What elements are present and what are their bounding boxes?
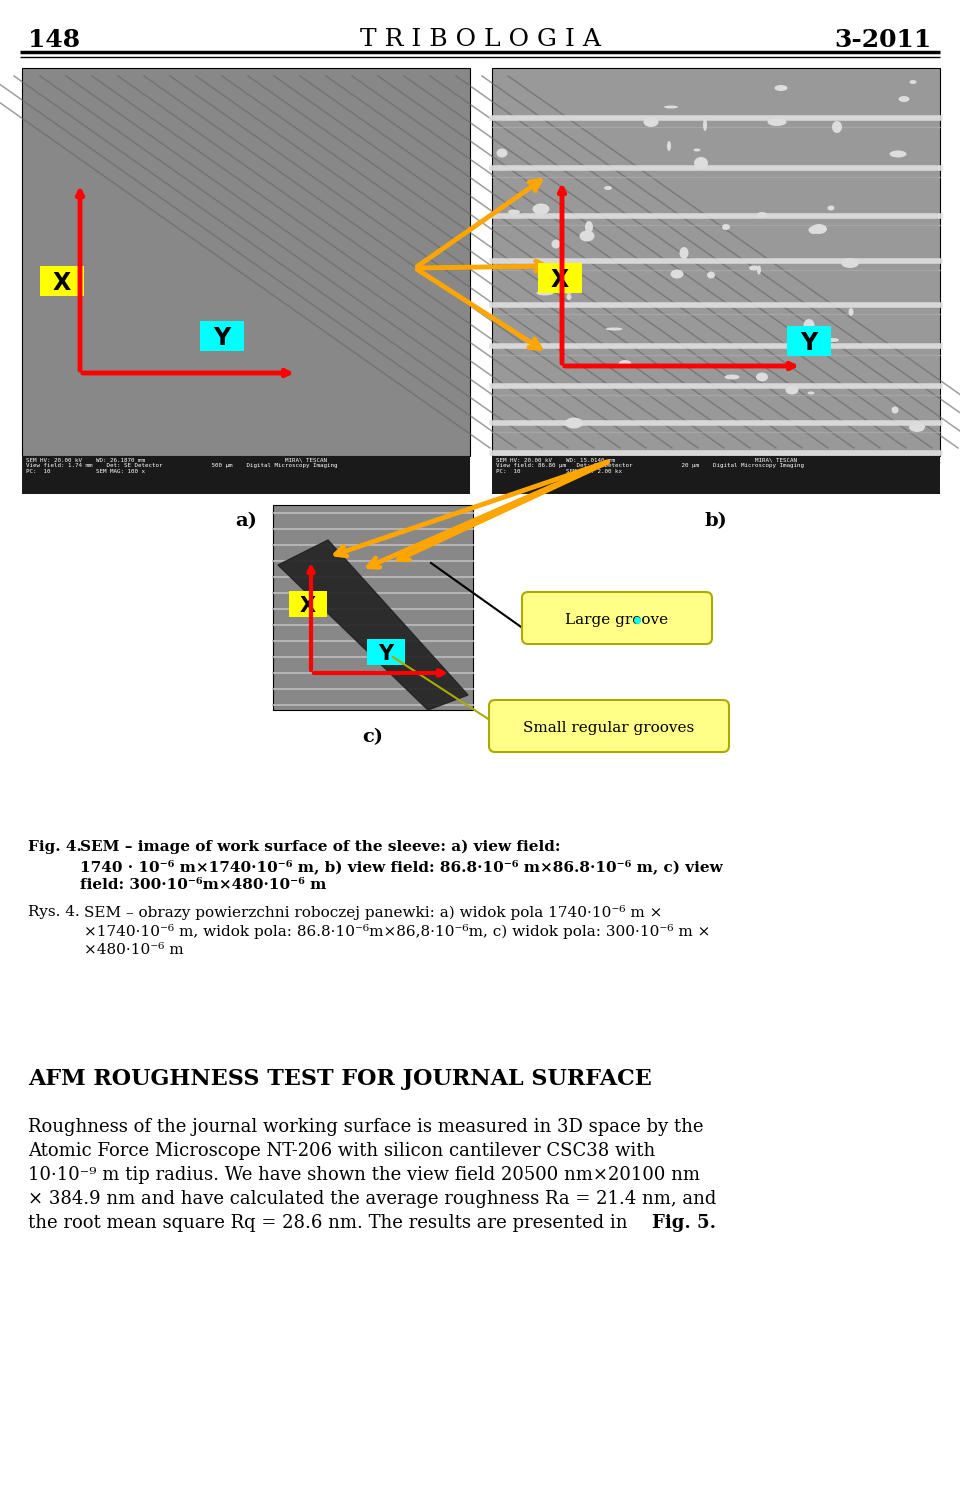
Text: Rys. 4.: Rys. 4. bbox=[28, 905, 80, 920]
Ellipse shape bbox=[508, 209, 520, 215]
FancyBboxPatch shape bbox=[367, 639, 405, 664]
Text: field: 300·10⁻⁶m×480·10⁻⁶ m: field: 300·10⁻⁶m×480·10⁻⁶ m bbox=[80, 878, 326, 891]
Text: SEM HV: 20.00 kV    WD: 15.0140 mm                                        MIRA\ : SEM HV: 20.00 kV WD: 15.0140 mm MIRA\ bbox=[496, 457, 804, 473]
Bar bbox=[22, 69, 470, 455]
Ellipse shape bbox=[496, 148, 508, 157]
Ellipse shape bbox=[725, 375, 739, 379]
Text: Atomic Force Microscope NT-206 with silicon cantilever CSC38 with: Atomic Force Microscope NT-206 with sili… bbox=[28, 1142, 656, 1160]
Text: Small regular grooves: Small regular grooves bbox=[523, 721, 695, 735]
Text: 10·10⁻⁹ m tip radius. We have shown the view field 20500 nm×20100 nm: 10·10⁻⁹ m tip radius. We have shown the … bbox=[28, 1166, 700, 1184]
Bar bbox=[273, 505, 473, 711]
Ellipse shape bbox=[680, 246, 688, 258]
Ellipse shape bbox=[551, 239, 561, 248]
Ellipse shape bbox=[533, 203, 549, 215]
Text: Y: Y bbox=[801, 331, 818, 355]
Ellipse shape bbox=[667, 140, 671, 151]
Ellipse shape bbox=[606, 327, 622, 330]
Ellipse shape bbox=[909, 423, 925, 431]
Text: 3-2011: 3-2011 bbox=[835, 28, 932, 52]
Ellipse shape bbox=[756, 212, 767, 218]
Ellipse shape bbox=[693, 148, 701, 151]
Text: 148: 148 bbox=[28, 28, 80, 52]
Text: Roughness of the journal working surface is measured in 3D space by the: Roughness of the journal working surface… bbox=[28, 1118, 704, 1136]
Ellipse shape bbox=[785, 385, 799, 394]
Ellipse shape bbox=[841, 258, 859, 269]
Ellipse shape bbox=[643, 116, 659, 127]
Ellipse shape bbox=[664, 106, 678, 109]
Ellipse shape bbox=[757, 266, 761, 275]
Ellipse shape bbox=[804, 320, 814, 331]
Text: × 384.9 nm and have calculated the average roughness Ra = 21.4 nm, and: × 384.9 nm and have calculated the avera… bbox=[28, 1190, 716, 1208]
Ellipse shape bbox=[828, 206, 834, 211]
FancyBboxPatch shape bbox=[522, 593, 712, 643]
Text: SEM – obrazy powierzchni roboczej panewki: a) widok pola 1740·10⁻⁶ m ×: SEM – obrazy powierzchni roboczej panewk… bbox=[84, 905, 662, 920]
Ellipse shape bbox=[749, 266, 759, 270]
Text: Y: Y bbox=[378, 643, 394, 664]
Text: AFM ROUGHNESS TEST FOR JOURNAL SURFACE: AFM ROUGHNESS TEST FOR JOURNAL SURFACE bbox=[28, 1067, 652, 1090]
Ellipse shape bbox=[703, 119, 707, 131]
Text: Large groove: Large groove bbox=[565, 614, 668, 627]
Ellipse shape bbox=[807, 391, 814, 394]
Text: b): b) bbox=[705, 512, 728, 530]
Ellipse shape bbox=[604, 187, 612, 190]
Ellipse shape bbox=[694, 157, 708, 169]
Ellipse shape bbox=[892, 406, 899, 414]
FancyBboxPatch shape bbox=[787, 325, 831, 355]
Ellipse shape bbox=[808, 225, 820, 234]
FancyBboxPatch shape bbox=[489, 700, 729, 752]
FancyBboxPatch shape bbox=[40, 266, 84, 296]
Ellipse shape bbox=[565, 418, 583, 428]
Ellipse shape bbox=[585, 221, 593, 233]
Ellipse shape bbox=[566, 294, 571, 300]
Text: X: X bbox=[300, 596, 316, 617]
Text: 1740 · 10⁻⁶ m×1740·10⁻⁶ m, b) view field: 86.8·10⁻⁶ m×86.8·10⁻⁶ m, c) view: 1740 · 10⁻⁶ m×1740·10⁻⁶ m, b) view field… bbox=[80, 858, 723, 873]
Ellipse shape bbox=[537, 291, 554, 296]
Ellipse shape bbox=[618, 360, 632, 367]
Text: c): c) bbox=[363, 729, 383, 746]
Ellipse shape bbox=[564, 284, 574, 294]
Ellipse shape bbox=[909, 81, 917, 84]
Text: X: X bbox=[551, 269, 569, 293]
Ellipse shape bbox=[670, 270, 684, 279]
Bar bbox=[22, 455, 470, 494]
Text: the root mean square Rq = 28.6 nm. The results are presented in: the root mean square Rq = 28.6 nm. The r… bbox=[28, 1214, 634, 1232]
Ellipse shape bbox=[899, 96, 909, 102]
Ellipse shape bbox=[580, 230, 594, 242]
FancyBboxPatch shape bbox=[200, 321, 244, 351]
Text: a): a) bbox=[235, 512, 257, 530]
Ellipse shape bbox=[775, 85, 787, 91]
Text: X: X bbox=[53, 272, 71, 296]
Polygon shape bbox=[278, 540, 468, 711]
Ellipse shape bbox=[767, 118, 786, 125]
Bar bbox=[492, 69, 940, 455]
Ellipse shape bbox=[756, 372, 768, 382]
Ellipse shape bbox=[890, 151, 906, 157]
Ellipse shape bbox=[849, 308, 853, 317]
Ellipse shape bbox=[707, 272, 715, 279]
Ellipse shape bbox=[832, 121, 842, 133]
Text: ×480·10⁻⁶ m: ×480·10⁻⁶ m bbox=[84, 944, 183, 957]
FancyBboxPatch shape bbox=[289, 591, 327, 617]
Ellipse shape bbox=[722, 224, 730, 230]
Text: Fig. 4.: Fig. 4. bbox=[28, 841, 82, 854]
Text: ×1740·10⁻⁶ m, widok pola: 86.8·10⁻⁶m×86,8·10⁻⁶m, c) widok pola: 300·10⁻⁶ m ×: ×1740·10⁻⁶ m, widok pola: 86.8·10⁻⁶m×86,… bbox=[84, 924, 710, 939]
FancyBboxPatch shape bbox=[538, 263, 582, 293]
Text: SEM HV: 20.00 kV    WD: 26.1870 mm                                        MIRA\ : SEM HV: 20.00 kV WD: 26.1870 mm MIRA\ bbox=[26, 457, 338, 473]
Ellipse shape bbox=[827, 337, 839, 342]
Text: T R I B O L O G I A: T R I B O L O G I A bbox=[359, 28, 601, 51]
Text: Fig. 5.: Fig. 5. bbox=[652, 1214, 716, 1232]
Ellipse shape bbox=[811, 224, 827, 234]
Text: Y: Y bbox=[213, 325, 230, 349]
Bar bbox=[492, 455, 940, 494]
Text: SEM – image of work surface of the sleeve: a) view field:: SEM – image of work surface of the sleev… bbox=[80, 841, 561, 854]
